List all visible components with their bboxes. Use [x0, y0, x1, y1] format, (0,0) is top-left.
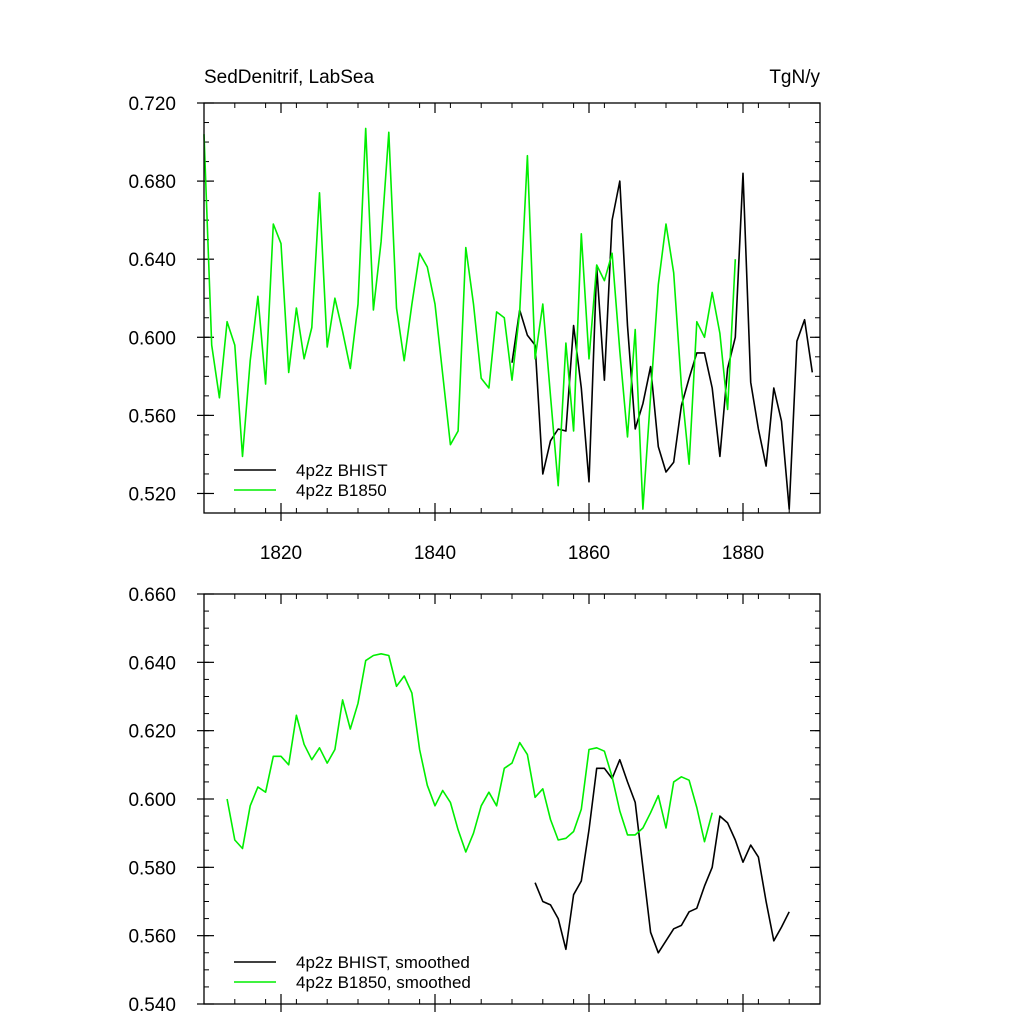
legend-label-bhist-smoothed: 4p2z BHIST, smoothed: [296, 953, 470, 972]
top-panel-units: TgN/y: [769, 67, 820, 88]
top-y-tick-label: 0.560: [128, 406, 176, 427]
top-x-tick-label: 1860: [568, 543, 610, 564]
bottom-panel-legend: 4p2z BHIST, smoothed 4p2z B1850, smoothe…: [234, 953, 471, 992]
top-panel-series: [203, 127, 814, 510]
top-panel-legend: 4p2z BHIST 4p2z B1850: [234, 461, 388, 500]
top-panel-title: SedDenitrif, LabSea: [204, 67, 374, 88]
top-y-tick-label: 0.640: [128, 250, 176, 271]
top-series-4p2z-bhist: [511, 172, 814, 510]
top-y-tick-label: 0.520: [128, 484, 176, 505]
bottom-series-4p2z-bhist-smoothed: [534, 758, 790, 954]
bottom-y-tick-label: 0.620: [128, 722, 176, 743]
legend-label-b1850: 4p2z B1850: [296, 481, 387, 500]
bottom-series-4p2z-b1850-smoothed: [226, 652, 713, 853]
top-panel: SedDenitrif, LabSea TgN/y 0.520 0.560 0.60…: [128, 67, 821, 564]
top-x-tick-label: 1840: [414, 543, 456, 564]
bottom-y-tick-label: 0.560: [128, 927, 176, 948]
top-y-tick-label: 0.680: [128, 172, 176, 193]
bottom-y-tick-label: 0.580: [128, 858, 176, 879]
bottom-panel-frame: [203, 593, 821, 1005]
top-x-tick-label: 1820: [260, 543, 302, 564]
top-y-tick-label: 0.600: [128, 328, 176, 349]
bottom-y-tick-label: 0.660: [128, 585, 176, 606]
bottom-panel-ticks: 0.540 0.560 0.580 0.600 0.620 0.640 0.660: [128, 585, 821, 1016]
legend-label-bhist: 4p2z BHIST: [296, 461, 388, 480]
top-panel-frame: [203, 102, 821, 514]
top-x-tick-label: 1880: [722, 543, 764, 564]
bottom-y-tick-label: 0.600: [128, 790, 176, 811]
top-series-4p2z-b1850: [203, 127, 737, 510]
legend-label-b1850-smoothed: 4p2z B1850, smoothed: [296, 973, 471, 992]
bottom-panel: 0.540 0.560 0.580 0.600 0.620 0.640 0.660 4p2z…: [128, 585, 821, 1016]
bottom-y-tick-label: 0.640: [128, 653, 176, 674]
top-y-tick-label: 0.720: [128, 94, 176, 115]
bottom-y-tick-label: 0.540: [128, 995, 176, 1016]
top-panel-ticks: 0.520 0.560 0.600 0.640 0.680 0.720 1820 1840 18…: [128, 94, 821, 564]
bottom-panel-series: [226, 652, 790, 954]
